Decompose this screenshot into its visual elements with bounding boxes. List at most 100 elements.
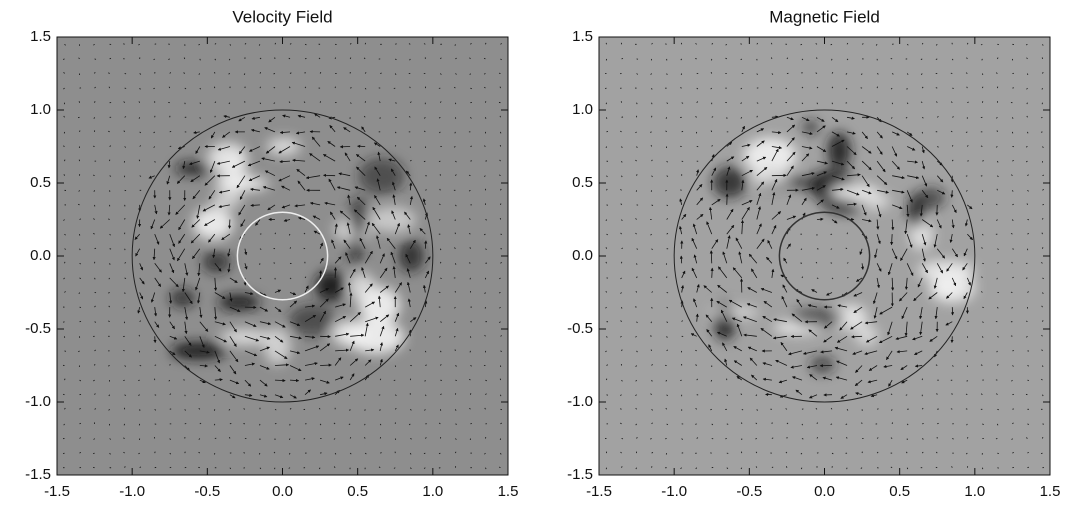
x-tick-label: -1.5: [586, 483, 612, 500]
y-tick-label: -1.0: [25, 393, 51, 410]
y-tick-label: 0.5: [572, 174, 593, 191]
y-tick-label: -1.5: [25, 466, 51, 483]
vector-arrow: [997, 278, 998, 279]
vector-arrow: [275, 233, 276, 234]
vector-arrow: [123, 438, 124, 439]
vector-arrow: [1027, 467, 1028, 468]
vector-arrow: [712, 268, 713, 278]
vector-arrow: [139, 160, 140, 161]
vector-arrow: [395, 145, 396, 146]
vector-arrow: [155, 350, 156, 351]
vector-arrow: [802, 439, 803, 440]
vector-arrow: [831, 263, 832, 264]
vector-arrow: [1042, 320, 1043, 321]
vector-arrow: [155, 395, 156, 396]
y-tick-label: 1.0: [30, 101, 51, 118]
vector-arrow: [952, 190, 953, 197]
x-tick-label: 1.5: [1040, 483, 1061, 500]
vector-arrow: [200, 59, 201, 60]
contour-blob: [358, 158, 404, 195]
vector-arrow: [1041, 453, 1042, 454]
vector-arrow: [410, 439, 411, 440]
vector-arrow: [275, 380, 285, 381]
vector-arrow: [95, 59, 96, 60]
vector-arrow: [380, 379, 381, 380]
vector-arrow: [817, 437, 818, 438]
vector-arrow: [667, 74, 668, 75]
vector-arrow: [740, 44, 741, 45]
vector-arrow: [982, 307, 983, 308]
vector-arrow: [831, 44, 832, 45]
y-tick-label: 0.0: [30, 247, 51, 264]
contour-blob: [810, 356, 835, 374]
vector-arrow: [666, 117, 667, 118]
vector-arrow: [64, 174, 65, 175]
x-tick-label: 0.0: [272, 483, 293, 500]
vector-arrow: [1027, 116, 1028, 117]
chart-title: Velocity Field: [232, 7, 332, 26]
y-tick-label: 1.5: [30, 28, 51, 45]
vector-arrow: [606, 220, 607, 221]
chart-title: Magnetic Field: [769, 7, 880, 26]
vector-arrow: [607, 395, 608, 396]
vector-arrow: [801, 44, 802, 45]
vector-arrow: [936, 88, 937, 89]
vector-arrow: [305, 58, 306, 59]
vector-arrow: [168, 59, 169, 60]
vector-arrow: [123, 44, 124, 45]
vector-arrow: [124, 424, 125, 425]
contour-blob: [170, 289, 196, 307]
x-tick-label: 0.5: [347, 483, 368, 500]
vector-arrow: [275, 423, 276, 424]
x-tick-label: 0.5: [889, 483, 910, 500]
vector-arrow: [108, 366, 109, 367]
contour-blob: [264, 328, 290, 365]
vector-arrow: [862, 102, 863, 103]
vector-arrow: [424, 453, 425, 454]
contour-blob: [743, 138, 796, 175]
x-tick-label: -0.5: [736, 483, 762, 500]
vector-arrow: [997, 453, 998, 454]
vector-arrow: [1042, 366, 1043, 367]
y-tick-label: 0.5: [30, 174, 51, 191]
vector-arrow: [620, 409, 621, 410]
contour-blob: [202, 251, 230, 273]
vector-arrow: [260, 87, 261, 88]
vector-arrow: [93, 453, 94, 454]
vector-arrow: [379, 395, 380, 396]
y-tick-label: -0.5: [25, 320, 51, 337]
vector-arrow: [936, 59, 937, 60]
vector-arrow: [108, 219, 109, 220]
contour-blob: [171, 342, 227, 359]
vector-arrow: [757, 116, 758, 117]
x-tick-label: -1.0: [119, 483, 145, 500]
vector-arrow: [622, 161, 623, 162]
vector-arrow: [440, 262, 441, 263]
x-tick-label: -0.5: [194, 483, 220, 500]
x-tick-label: -1.0: [661, 483, 687, 500]
vector-arrow: [982, 468, 983, 469]
vector-arrow: [214, 424, 215, 425]
vector-arrow: [982, 59, 983, 60]
contour-blob: [267, 137, 301, 156]
y-tick-label: -1.0: [567, 393, 593, 410]
vector-arrow: [395, 103, 396, 104]
vector-arrow: [184, 58, 185, 59]
contour-blob: [713, 167, 747, 199]
vector-arrow: [606, 291, 607, 292]
y-tick-label: -1.5: [567, 466, 593, 483]
vector-arrow: [1012, 117, 1013, 118]
vector-arrow: [966, 409, 967, 410]
vector-arrow: [951, 409, 952, 410]
vector-arrow: [304, 439, 305, 440]
vector-arrow: [711, 251, 712, 264]
vector-arrow: [1042, 88, 1043, 89]
y-tick-label: 1.5: [572, 28, 593, 45]
contour-blob: [289, 305, 336, 337]
vector-arrow: [832, 103, 833, 104]
vector-arrow: [967, 321, 968, 322]
vector-arrow: [831, 424, 832, 425]
x-tick-label: 0.0: [814, 483, 835, 500]
vector-arrow: [470, 74, 471, 75]
vector-arrow: [395, 44, 396, 45]
